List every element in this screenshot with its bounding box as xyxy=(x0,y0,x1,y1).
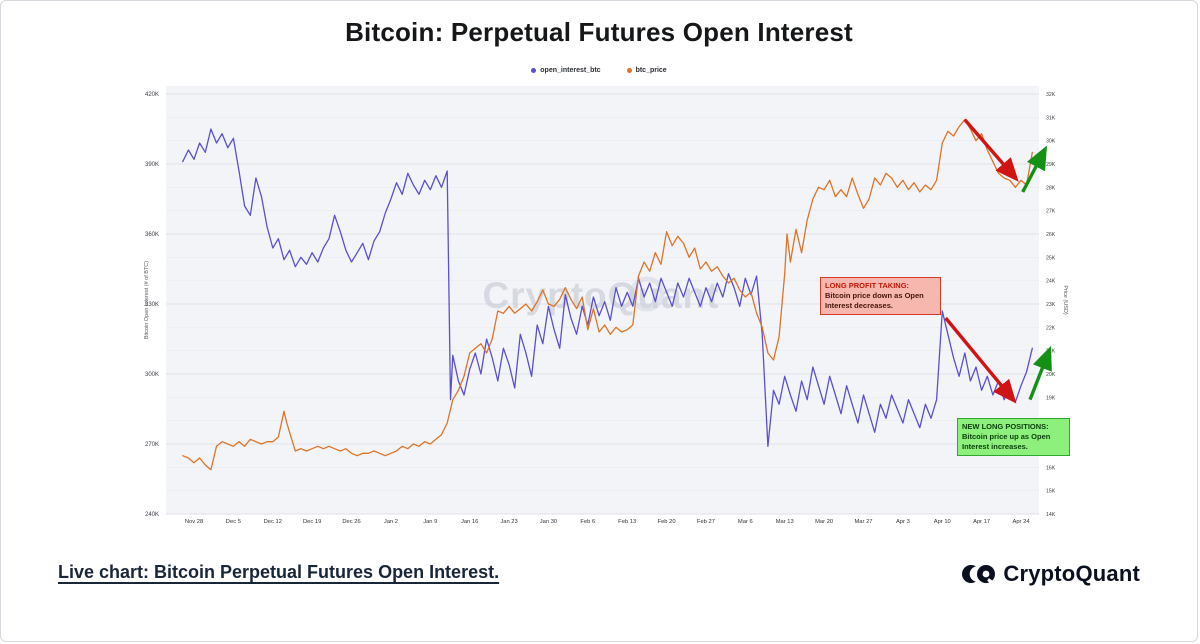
annotation-body: Bitcoin price down as Open Interest decr… xyxy=(825,290,924,310)
x-axis-tick: Feb 27 xyxy=(697,519,715,525)
watermark: CryptoQuant xyxy=(482,275,719,316)
brand-text: CryptoQuant xyxy=(1003,561,1140,586)
x-axis-tick: Jan 30 xyxy=(540,519,557,525)
cryptoquant-brand: CryptoQuant xyxy=(962,561,1140,587)
btc-price-dot-icon xyxy=(626,68,632,73)
right-axis-tick: 15K xyxy=(1046,489,1056,495)
x-axis-tick: Jan 2 xyxy=(384,519,398,525)
x-axis-tick: Feb 13 xyxy=(618,519,636,525)
legend: open_interest_btc btc_price xyxy=(1,67,1197,74)
annotation-new-long-positions: NEW LONG POSITIONS: Bitcoin price up as … xyxy=(957,418,1070,456)
x-axis-tick: Mar 6 xyxy=(738,519,753,525)
x-axis-tick: Jan 9 xyxy=(423,519,437,525)
left-axis-tick: 240K xyxy=(145,512,159,518)
x-axis-tick: Mar 27 xyxy=(854,519,872,525)
right-axis-tick: 25K xyxy=(1046,255,1056,261)
annotation-title: LONG PROFIT TAKING: xyxy=(825,281,910,290)
left-axis-tick: 330K xyxy=(145,302,159,308)
oi-increase-arrow xyxy=(1028,345,1052,401)
legend-item-open-interest[interactable]: open_interest_btc xyxy=(531,67,601,74)
annotation-long-profit-taking: LONG PROFIT TAKING: Bitcoin price down a… xyxy=(820,277,941,315)
right-axis-tick: 22K xyxy=(1046,325,1056,331)
x-axis-tick: Dec 26 xyxy=(342,519,360,525)
x-axis-tick: Apr 3 xyxy=(896,519,910,525)
right-axis-tick: 19K xyxy=(1046,395,1056,401)
oi-decline-arrow xyxy=(944,316,1017,404)
series-open_interest_btc xyxy=(182,128,1033,447)
live-chart-link[interactable]: Live chart: Bitcoin Perpetual Futures Op… xyxy=(58,562,500,582)
x-axis-tick: Feb 20 xyxy=(658,519,676,525)
cryptoquant-logo-icon xyxy=(962,565,996,585)
page-title: Bitcoin: Perpetual Futures Open Interest xyxy=(345,17,853,47)
x-axis-tick: Dec 12 xyxy=(264,519,282,525)
x-axis-tick: Jan 16 xyxy=(461,519,478,525)
x-axis-tick: Mar 20 xyxy=(815,519,833,525)
right-axis-title: Price (USD) xyxy=(1062,285,1068,315)
x-axis-tick: Mar 13 xyxy=(776,519,794,525)
right-axis-tick: 32K xyxy=(1046,92,1056,98)
x-axis-tick: Apr 17 xyxy=(973,519,990,525)
price-decline-arrow xyxy=(963,118,1019,182)
x-axis-tick: Feb 6 xyxy=(580,519,595,525)
x-axis-tick: Dec 19 xyxy=(303,519,321,525)
right-axis-tick: 20K xyxy=(1046,372,1056,378)
annotation-title: NEW LONG POSITIONS: xyxy=(962,422,1049,431)
price-rebound-arrow xyxy=(1021,145,1048,193)
annotation-body: Bitcoin price up as Open Interest increa… xyxy=(962,431,1051,451)
x-axis-tick: Nov 28 xyxy=(185,519,203,525)
right-axis-tick: 23K xyxy=(1046,302,1056,308)
series-btc_price xyxy=(182,119,1033,471)
right-axis-tick: 16K xyxy=(1046,465,1056,471)
right-axis-tick: 31K xyxy=(1046,115,1056,121)
left-axis-tick: 360K xyxy=(145,232,159,238)
left-axis-title: Bitcoin Open Interest (# of BTC) xyxy=(144,261,150,339)
left-axis-tick: 420K xyxy=(145,92,159,98)
watermark-logo-icon xyxy=(629,276,665,312)
x-axis-tick: Apr 24 xyxy=(1012,519,1030,525)
right-axis-tick: 14K xyxy=(1046,512,1056,518)
left-axis-tick: 270K xyxy=(145,442,159,448)
legend-label-open-interest: open_interest_btc xyxy=(540,67,601,74)
open-interest-dot-icon xyxy=(531,68,537,73)
right-axis-tick: 24K xyxy=(1046,279,1056,285)
left-axis-tick: 300K xyxy=(145,372,159,378)
right-axis-tick: 26K xyxy=(1046,232,1056,238)
left-axis-tick: 390K xyxy=(145,162,159,168)
x-axis-tick: Apr 10 xyxy=(934,519,951,525)
x-axis-tick: Dec 5 xyxy=(226,519,241,525)
right-axis-tick: 29K xyxy=(1046,162,1056,168)
right-axis-tick: 27K xyxy=(1046,209,1056,215)
legend-item-btc-price[interactable]: btc_price xyxy=(626,67,667,74)
legend-label-btc-price: btc_price xyxy=(635,67,667,74)
x-axis-tick: Jan 23 xyxy=(500,519,517,525)
right-axis-tick: 28K xyxy=(1046,185,1056,191)
right-axis-tick: 30K xyxy=(1046,139,1056,145)
